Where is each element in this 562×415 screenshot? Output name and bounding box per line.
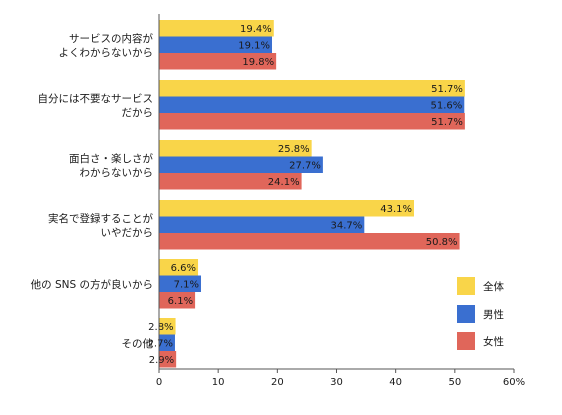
bar-0-1 <box>159 36 273 53</box>
bar-0-2 <box>159 53 277 70</box>
bar-1-1 <box>159 96 465 113</box>
bar-5-2 <box>159 351 177 368</box>
bar-2-0 <box>159 140 312 157</box>
category-label-3-0: 実名で登録することが <box>48 212 153 225</box>
bar-4-0 <box>159 259 199 276</box>
x-tick-label-0: 0 <box>156 377 162 388</box>
category-label-0-0: サービスの内容が <box>69 32 153 45</box>
data-label-3-1: 34.7% <box>331 220 363 231</box>
data-label-2-0: 25.8% <box>278 144 310 155</box>
legend-label-1: 男性 <box>483 308 504 321</box>
legend-swatch-1 <box>457 305 475 323</box>
bar-2-2 <box>159 173 302 190</box>
category-label-1-1: だから <box>122 107 154 119</box>
data-label-4-2: 6.1% <box>168 296 193 307</box>
x-tick-label-1: 10 <box>212 377 225 388</box>
bar-1-2 <box>159 113 465 130</box>
data-label-4-0: 6.6% <box>171 263 196 274</box>
x-tick-label-3: 30 <box>330 377 343 388</box>
x-tick-label-5: 50 <box>448 377 461 388</box>
data-label-0-1: 19.1% <box>238 40 270 51</box>
data-label-1-0: 51.7% <box>431 84 463 95</box>
category-labels: サービスの内容がよくわからないから自分には不要なサービスだから面白さ・楽しさがわ… <box>31 32 154 350</box>
data-label-0-2: 19.8% <box>242 57 274 68</box>
category-label-5-0: その他 <box>122 337 154 350</box>
bar-4-2 <box>159 292 196 309</box>
x-tick-label-4: 40 <box>389 377 402 388</box>
category-label-2-1: わからないから <box>80 167 154 179</box>
bar-3-1 <box>159 216 365 233</box>
bar-0-0 <box>159 20 274 37</box>
category-label-2-0: 面白さ・楽しさが <box>69 152 153 165</box>
data-label-5-1: 2.7% <box>148 338 173 349</box>
legend-swatch-0 <box>457 277 475 295</box>
data-label-1-2: 51.7% <box>431 117 463 128</box>
bar-4-1 <box>159 275 202 292</box>
category-label-4-0: 他の SNS の方が良いから <box>31 278 153 291</box>
bar-3-0 <box>159 200 415 217</box>
bar-2-1 <box>159 156 323 173</box>
bar-5-1 <box>159 334 175 351</box>
legend-swatch-2 <box>457 332 475 350</box>
bars-layer: 19.4% 19.1% 19.8% 51.7% 51.6% 51.7% 25.8% 27.7%… <box>148 20 465 368</box>
x-axis: 0 10 20 30 40 50 60% <box>156 14 525 388</box>
bar-3-2 <box>159 233 460 250</box>
data-label-3-0: 43.1% <box>380 204 412 215</box>
data-label-3-2: 50.8% <box>426 237 458 248</box>
data-label-0-0: 19.4% <box>240 24 272 35</box>
data-label-5-0: 2.8% <box>148 322 173 333</box>
data-label-5-2: 2.9% <box>149 355 174 366</box>
category-label-1-0: 自分には不要なサービス <box>38 92 154 105</box>
legend-label-2: 女性 <box>483 335 504 348</box>
data-label-1-1: 51.6% <box>431 100 463 111</box>
data-label-2-2: 24.1% <box>268 177 300 188</box>
category-label-0-1: よくわからないから <box>59 47 154 59</box>
legend-label-0: 全体 <box>483 280 504 293</box>
x-tick-label-2: 20 <box>271 377 284 388</box>
data-label-2-1: 27.7% <box>289 160 321 171</box>
bar-1-0 <box>159 80 465 97</box>
category-label-3-1: いやだから <box>101 227 154 239</box>
x-tick-label-6: 60% <box>503 377 525 388</box>
data-label-4-1: 7.1% <box>174 279 199 290</box>
bar-5-0 <box>159 318 176 335</box>
